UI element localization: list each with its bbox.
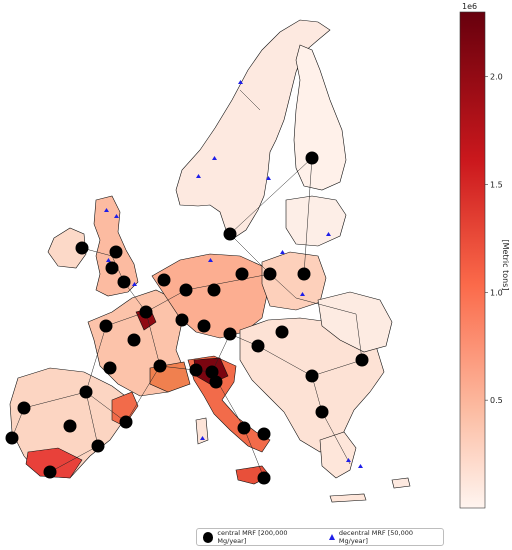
romania-region (317, 291, 393, 353)
central-mrf-marker (209, 375, 223, 389)
central-mrf-marker (139, 305, 153, 319)
central-mrf-marker (91, 439, 105, 453)
central-mrf-marker (205, 365, 219, 379)
legend-decentral-item: decentral MRF [50,000 Mg/year] (313, 529, 437, 545)
central-mrf-marker (157, 273, 171, 287)
central-mrf-marker (235, 267, 249, 281)
decentral-mrf-marker (358, 464, 363, 468)
decentral-mrf-marker (300, 292, 305, 296)
finland-region (293, 44, 347, 191)
legend-decentral-label: decentral MRF [50,000 Mg/year] (338, 529, 414, 545)
central-mrf-marker (175, 313, 189, 327)
colorbar: 1e6 [Metric tons] 0.5 1.0 1.5 2.0 (459, 2, 510, 509)
decentral-mrf-marker (280, 250, 285, 254)
colorbar-multiplier: 1e6 (462, 2, 477, 11)
central-mrf-marker (119, 415, 133, 429)
baltics-region (285, 195, 347, 247)
colorbar-label: [Metric tons] (501, 240, 510, 291)
catalonia-region (111, 391, 139, 427)
decentral-mrf-markers (70, 80, 363, 468)
central-mrf-marker (79, 385, 93, 399)
central-mrf-marker (43, 465, 57, 479)
central-mrf-marker (17, 401, 31, 415)
poland-region (261, 251, 327, 311)
colorbar-ticks: 0.5 1.0 1.5 2.0 (485, 73, 503, 405)
central-mrf-marker (99, 319, 113, 333)
central-mrf-marker (355, 353, 369, 367)
decentral-mrf-legend-icon (328, 534, 335, 540)
decentral-mrf-marker (132, 282, 137, 286)
central-mrf-marker (103, 361, 117, 375)
central-mrf-marker (251, 339, 265, 353)
central-mrf-marker (207, 283, 221, 297)
balkans-region (239, 317, 385, 453)
central-mrf-marker (315, 405, 329, 419)
central-mrf-marker (257, 427, 271, 441)
colorbar-tick-label: 1.0 (490, 288, 503, 297)
central-mrf-marker (275, 325, 289, 339)
colorbar-tick-label: 1.5 (490, 181, 503, 190)
ireland-region (47, 227, 87, 269)
colorbar-tick-label: 2.0 (490, 73, 503, 82)
decentral-mrf-marker (326, 232, 331, 236)
decentral-mrf-marker (200, 436, 205, 440)
decentral-mrf-marker (266, 176, 271, 180)
central-mrf-marker (223, 327, 237, 341)
cyprus-region (391, 477, 411, 489)
central-mrf-legend-icon (203, 531, 214, 543)
decentral-mrf-marker (196, 174, 201, 178)
colorbar-tick-label: 0.5 (490, 396, 503, 405)
sardinia-region (195, 417, 209, 445)
decentral-mrf-marker (346, 458, 351, 462)
central-mrf-marker (109, 245, 123, 259)
central-mrf-marker (223, 227, 237, 241)
central-mrf-marker (117, 275, 131, 289)
legend: central MRF [200,000 Mg/year] decentral … (196, 528, 444, 546)
central-mrf-marker (105, 261, 119, 275)
central-mrf-marker (179, 283, 193, 297)
central-mrf-markers (5, 151, 369, 485)
central-mrf-marker (127, 333, 141, 347)
central-mrf-marker (297, 267, 311, 281)
legend-central-label: central MRF [200,000 Mg/year] (217, 529, 288, 545)
decentral-mrf-marker (104, 208, 109, 212)
central-mrf-marker (263, 267, 277, 281)
central-mrf-marker (197, 319, 211, 333)
central-mrf-marker (5, 431, 19, 445)
decentral-mrf-marker (106, 258, 111, 262)
central-mrf-marker (305, 369, 319, 383)
central-mrf-marker (75, 241, 89, 255)
andalusia-region (25, 447, 83, 479)
decentral-mrf-marker (208, 258, 213, 262)
decentral-mrf-marker (114, 214, 119, 218)
colorbar-gradient (459, 11, 486, 509)
greece-region (319, 431, 357, 479)
crete-region (329, 493, 367, 503)
central-mrf-marker (237, 421, 251, 435)
central-mrf-marker (153, 359, 167, 373)
central-mrf-marker (257, 471, 271, 485)
central-mrf-marker (63, 419, 77, 433)
central-mrf-marker (189, 363, 203, 377)
decentral-mrf-marker (212, 156, 217, 160)
central-mrf-marker (305, 151, 319, 165)
legend-central-item: central MRF [200,000 Mg/year] (203, 529, 313, 545)
decentral-mrf-marker (238, 80, 243, 84)
